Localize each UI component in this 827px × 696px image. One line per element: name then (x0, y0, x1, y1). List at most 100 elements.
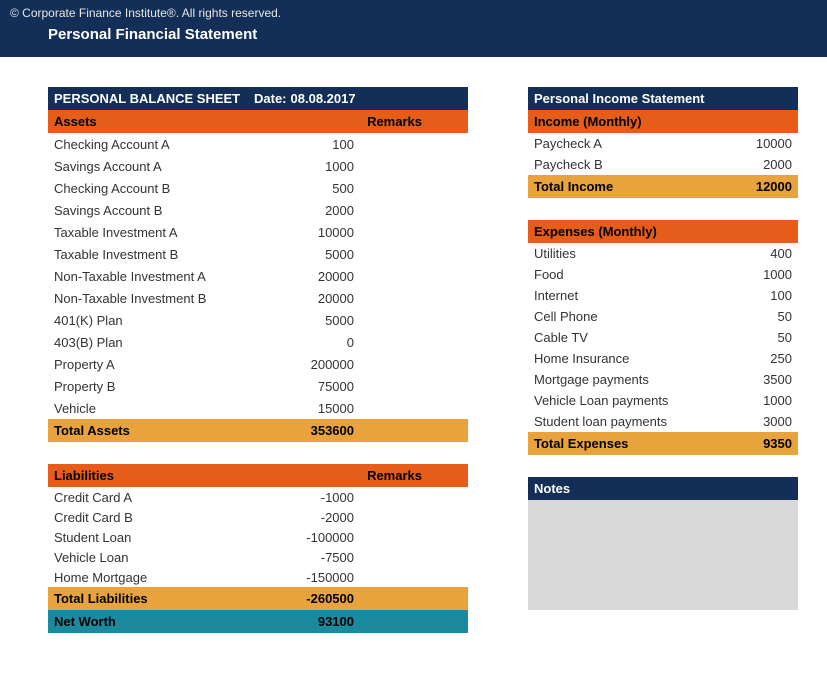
expense-item-row: Vehicle Loan payments1000 (528, 390, 798, 411)
income-item-value: 10000 (732, 136, 792, 151)
notes-body (528, 500, 798, 610)
expense-item-label: Vehicle Loan payments (534, 393, 732, 408)
asset-value: 0 (254, 335, 354, 350)
total-income-value: 12000 (732, 179, 792, 194)
asset-value: 1000 (254, 159, 354, 174)
expense-item-value: 250 (732, 351, 792, 366)
expenses-header: Expenses (Monthly) (528, 220, 798, 243)
content-area: PERSONAL BALANCE SHEET Date: 08.08.2017 … (0, 57, 827, 653)
expense-item-row: Mortgage payments3500 (528, 369, 798, 390)
liability-label: Student Loan (54, 530, 254, 545)
liability-remarks (354, 570, 462, 585)
liability-remarks (354, 490, 462, 505)
expenses-rows: Utilities400Food1000Internet100Cell Phon… (528, 243, 798, 432)
asset-row: 401(K) Plan5000 (48, 309, 468, 331)
expense-item-row: Food1000 (528, 264, 798, 285)
expenses-header-label: Expenses (Monthly) (534, 224, 792, 239)
asset-remarks (354, 137, 462, 152)
asset-row: Taxable Investment B5000 (48, 243, 468, 265)
liability-value: -150000 (254, 570, 354, 585)
total-expenses-row: Total Expenses 9350 (528, 432, 798, 455)
liability-value: -100000 (254, 530, 354, 545)
total-assets-value: 353600 (254, 423, 354, 438)
expense-item-row: Student loan payments3000 (528, 411, 798, 432)
income-item-row: Paycheck A10000 (528, 133, 798, 154)
asset-label: Checking Account B (54, 181, 254, 196)
liability-label: Vehicle Loan (54, 550, 254, 565)
total-liabilities-label: Total Liabilities (54, 591, 254, 606)
assets-header: Assets Remarks (48, 110, 468, 133)
asset-row: Checking Account A100 (48, 133, 468, 155)
asset-row: Savings Account A1000 (48, 155, 468, 177)
asset-remarks (354, 313, 462, 328)
liability-value: -2000 (254, 510, 354, 525)
liabilities-remarks-label: Remarks (354, 468, 462, 483)
balance-sheet-date: 08.08.2017 (291, 91, 356, 106)
total-assets-label: Total Assets (54, 423, 254, 438)
asset-remarks (354, 379, 462, 394)
income-item-row: Paycheck B2000 (528, 154, 798, 175)
asset-row: Vehicle15000 (48, 397, 468, 419)
asset-remarks (354, 203, 462, 218)
income-item-value: 2000 (732, 157, 792, 172)
income-item-label: Paycheck B (534, 157, 732, 172)
expense-item-value: 3000 (732, 414, 792, 429)
income-subheader-label: Income (Monthly) (534, 114, 792, 129)
asset-label: Checking Account A (54, 137, 254, 152)
asset-label: 401(K) Plan (54, 313, 254, 328)
liabilities-header: Liabilities Remarks (48, 464, 468, 487)
income-statement-header: Personal Income Statement (528, 87, 798, 110)
asset-label: Savings Account A (54, 159, 254, 174)
liability-value: -1000 (254, 490, 354, 505)
liability-row: Home Mortgage-150000 (48, 567, 468, 587)
liability-remarks (354, 530, 462, 545)
assets-header-label: Assets (54, 114, 254, 129)
asset-label: Non-Taxable Investment B (54, 291, 254, 306)
liability-row: Student Loan-100000 (48, 527, 468, 547)
asset-value: 20000 (254, 269, 354, 284)
total-liabilities-row: Total Liabilities -260500 (48, 587, 468, 610)
liability-label: Home Mortgage (54, 570, 254, 585)
left-column: PERSONAL BALANCE SHEET Date: 08.08.2017 … (48, 87, 468, 633)
asset-remarks (354, 401, 462, 416)
asset-value: 200000 (254, 357, 354, 372)
total-expenses-label: Total Expenses (534, 436, 732, 451)
asset-value: 100 (254, 137, 354, 152)
asset-remarks (354, 181, 462, 196)
expense-item-value: 50 (732, 330, 792, 345)
expense-item-row: Home Insurance250 (528, 348, 798, 369)
net-worth-row: Net Worth 93100 (48, 610, 468, 633)
balance-sheet-header: PERSONAL BALANCE SHEET Date: 08.08.2017 (48, 87, 468, 110)
asset-value: 2000 (254, 203, 354, 218)
liability-row: Credit Card A-1000 (48, 487, 468, 507)
expense-item-label: Food (534, 267, 732, 282)
notes-header: Notes (528, 477, 798, 500)
expense-item-value: 1000 (732, 267, 792, 282)
remarks-header-label: Remarks (354, 114, 462, 129)
expense-item-label: Home Insurance (534, 351, 732, 366)
income-rows: Paycheck A10000Paycheck B2000 (528, 133, 798, 175)
asset-label: Non-Taxable Investment A (54, 269, 254, 284)
notes-header-label: Notes (534, 481, 792, 496)
expense-item-value: 1000 (732, 393, 792, 408)
expense-item-label: Cell Phone (534, 309, 732, 324)
asset-row: Non-Taxable Investment B20000 (48, 287, 468, 309)
top-bar: © Corporate Finance Institute®. All righ… (0, 0, 827, 57)
asset-remarks (354, 335, 462, 350)
liability-row: Credit Card B-2000 (48, 507, 468, 527)
asset-row: Savings Account B2000 (48, 199, 468, 221)
expense-item-row: Utilities400 (528, 243, 798, 264)
balance-sheet-title: PERSONAL BALANCE SHEET (54, 91, 254, 106)
expense-item-label: Internet (534, 288, 732, 303)
expense-item-row: Cell Phone50 (528, 306, 798, 327)
expense-item-label: Mortgage payments (534, 372, 732, 387)
asset-label: Taxable Investment B (54, 247, 254, 262)
net-worth-label: Net Worth (54, 614, 254, 629)
asset-label: Property A (54, 357, 254, 372)
copyright-text: © Corporate Finance Institute®. All righ… (10, 6, 817, 20)
liabilities-rows: Credit Card A-1000Credit Card B-2000Stud… (48, 487, 468, 587)
asset-label: Savings Account B (54, 203, 254, 218)
expense-item-label: Cable TV (534, 330, 732, 345)
asset-row: Checking Account B500 (48, 177, 468, 199)
asset-label: Taxable Investment A (54, 225, 254, 240)
